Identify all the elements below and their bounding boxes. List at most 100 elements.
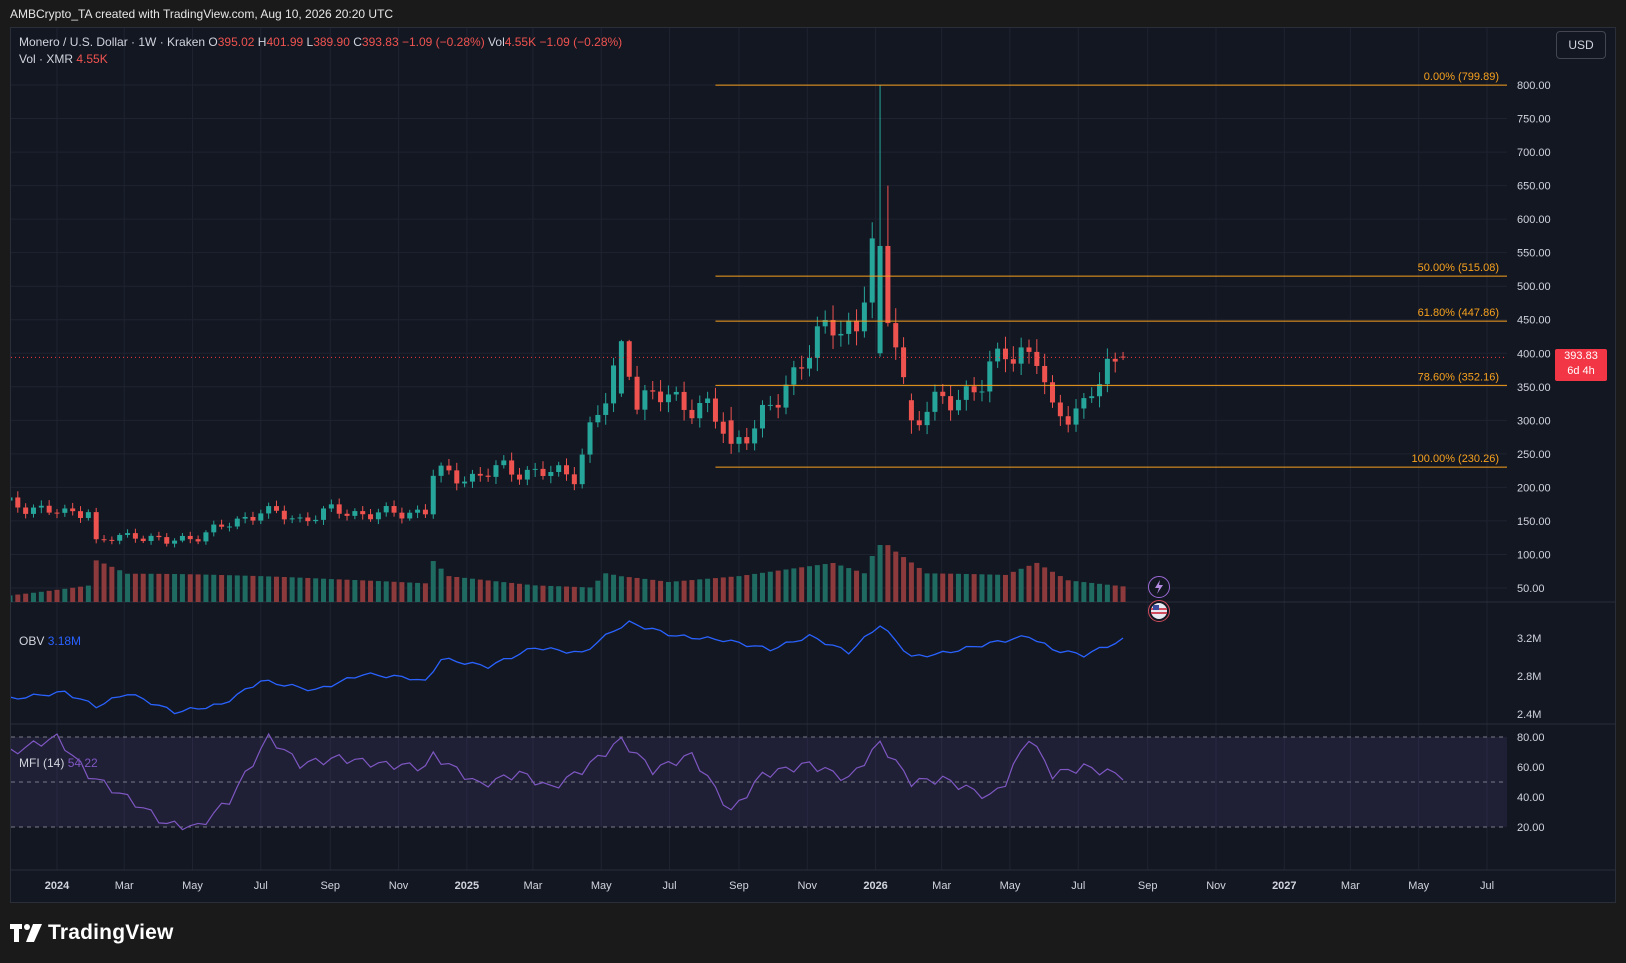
candle-body — [38, 505, 44, 508]
time-axis-label: Mar — [932, 880, 951, 892]
symbol-name[interactable]: Monero / U.S. Dollar · 1W · Kraken — [19, 35, 206, 49]
candle-body — [23, 507, 29, 514]
candle-body — [336, 504, 342, 514]
volume-bar — [791, 568, 797, 602]
price-axis-label: 750.00 — [1517, 114, 1551, 126]
volume-bar — [571, 586, 577, 602]
volume-bar — [266, 576, 272, 602]
candle-body — [846, 320, 852, 334]
change-value: −1.09 (−0.28%) — [401, 35, 485, 49]
time-axis-label: Nov — [1206, 880, 1226, 892]
mfi-legend[interactable]: MFI (14) 54.22 — [19, 756, 98, 770]
candle-body — [469, 473, 475, 482]
candle-body — [791, 367, 797, 385]
fib-level-label: 0.00% (799.89) — [1424, 71, 1499, 83]
candle-body — [273, 506, 279, 511]
us-flag-event-icon[interactable] — [1148, 600, 1170, 622]
candle-body — [516, 474, 522, 480]
candle-body — [924, 411, 930, 426]
time-axis-label: Sep — [729, 880, 749, 892]
candle-body — [854, 320, 860, 332]
candle-body — [548, 472, 554, 476]
candle-body — [736, 437, 742, 444]
obv-line — [11, 620, 1124, 715]
volume-bar — [1097, 583, 1103, 602]
vol-label: Vol — [488, 35, 505, 49]
high-label: H — [257, 35, 267, 49]
price-axis-label: 650.00 — [1517, 181, 1551, 193]
candle-body — [281, 510, 287, 520]
candle-body — [1089, 396, 1095, 399]
candle-body — [1002, 348, 1008, 360]
volume-legend[interactable]: Vol · XMR 4.55K — [19, 52, 108, 66]
candle-body — [759, 404, 765, 429]
candle-body — [415, 509, 421, 513]
candle-body — [501, 460, 507, 466]
chart-frame[interactable]: 0.00% (799.89) 50.00% (515.08) 61.80% (447… — [10, 27, 1616, 903]
tradingview-logo[interactable]: TradingView — [10, 921, 174, 945]
volume-bar — [297, 577, 303, 602]
obv-legend[interactable]: OBV 3.18M — [19, 634, 81, 648]
candle-body — [242, 516, 248, 519]
volume-bar — [1042, 567, 1048, 602]
candle-body — [728, 420, 734, 444]
volume-bar — [579, 587, 585, 602]
volume-bar — [955, 573, 961, 602]
currency-button[interactable]: USD — [1556, 31, 1606, 59]
crypto-event-icon[interactable] — [1148, 576, 1170, 598]
volume-bar — [148, 573, 154, 602]
time-axis-label: Jul — [1071, 880, 1085, 892]
candle-body — [697, 403, 703, 419]
candle-body — [979, 391, 985, 393]
volume-bar — [469, 578, 475, 602]
volume-bar — [799, 567, 805, 602]
price-axis-label: 100.00 — [1517, 549, 1551, 561]
mfi-axis-label: 60.00 — [1517, 762, 1545, 774]
candle-body — [564, 465, 570, 475]
candle-body — [430, 475, 436, 515]
candle-body — [987, 361, 993, 392]
volume-bar — [313, 578, 319, 602]
low-label: L — [306, 35, 314, 49]
volume-bar — [415, 582, 421, 602]
volume-bar — [650, 579, 656, 602]
candle-body — [219, 524, 225, 527]
candle-body — [642, 390, 648, 410]
fib-level-label: 61.80% (447.86) — [1418, 307, 1499, 319]
volume-bar — [383, 581, 389, 602]
candle-body — [101, 539, 107, 541]
volume-bar — [234, 575, 240, 602]
volume-bar — [78, 586, 84, 602]
volume-bar — [1073, 581, 1079, 602]
volume-bar — [454, 576, 460, 602]
chart-canvas[interactable]: 0.00% (799.89) 50.00% (515.08) 61.80% (447… — [11, 28, 1616, 903]
volume-bar — [46, 590, 52, 602]
candle-body — [838, 333, 844, 336]
obv-label: OBV — [19, 634, 45, 648]
volume-bar — [132, 573, 138, 602]
volume-bar — [626, 577, 632, 602]
candle-body — [368, 514, 374, 520]
time-axis-label: 2027 — [1272, 880, 1296, 892]
mfi-axis-label: 20.00 — [1517, 822, 1545, 834]
candle-body — [11, 497, 13, 501]
candle-body — [673, 391, 679, 395]
candle-body — [62, 508, 68, 513]
volume-bar — [1050, 571, 1056, 602]
volume-bar — [1089, 582, 1095, 602]
price-axis-label: 350.00 — [1517, 382, 1551, 394]
volume-bar — [375, 581, 381, 602]
candle-body — [712, 398, 718, 422]
volume-bar — [775, 570, 781, 602]
time-axis-label: May — [1408, 880, 1429, 892]
candle-body — [85, 512, 91, 518]
volume-bar — [556, 586, 562, 602]
time-axis-label: May — [182, 880, 203, 892]
candle-body — [148, 535, 154, 542]
volume-bar — [1065, 580, 1071, 602]
candle-body — [203, 532, 209, 542]
candle-body — [179, 535, 185, 541]
volume-bar — [140, 573, 146, 602]
volume-bar — [540, 585, 546, 602]
time-axis-label: Nov — [797, 880, 817, 892]
